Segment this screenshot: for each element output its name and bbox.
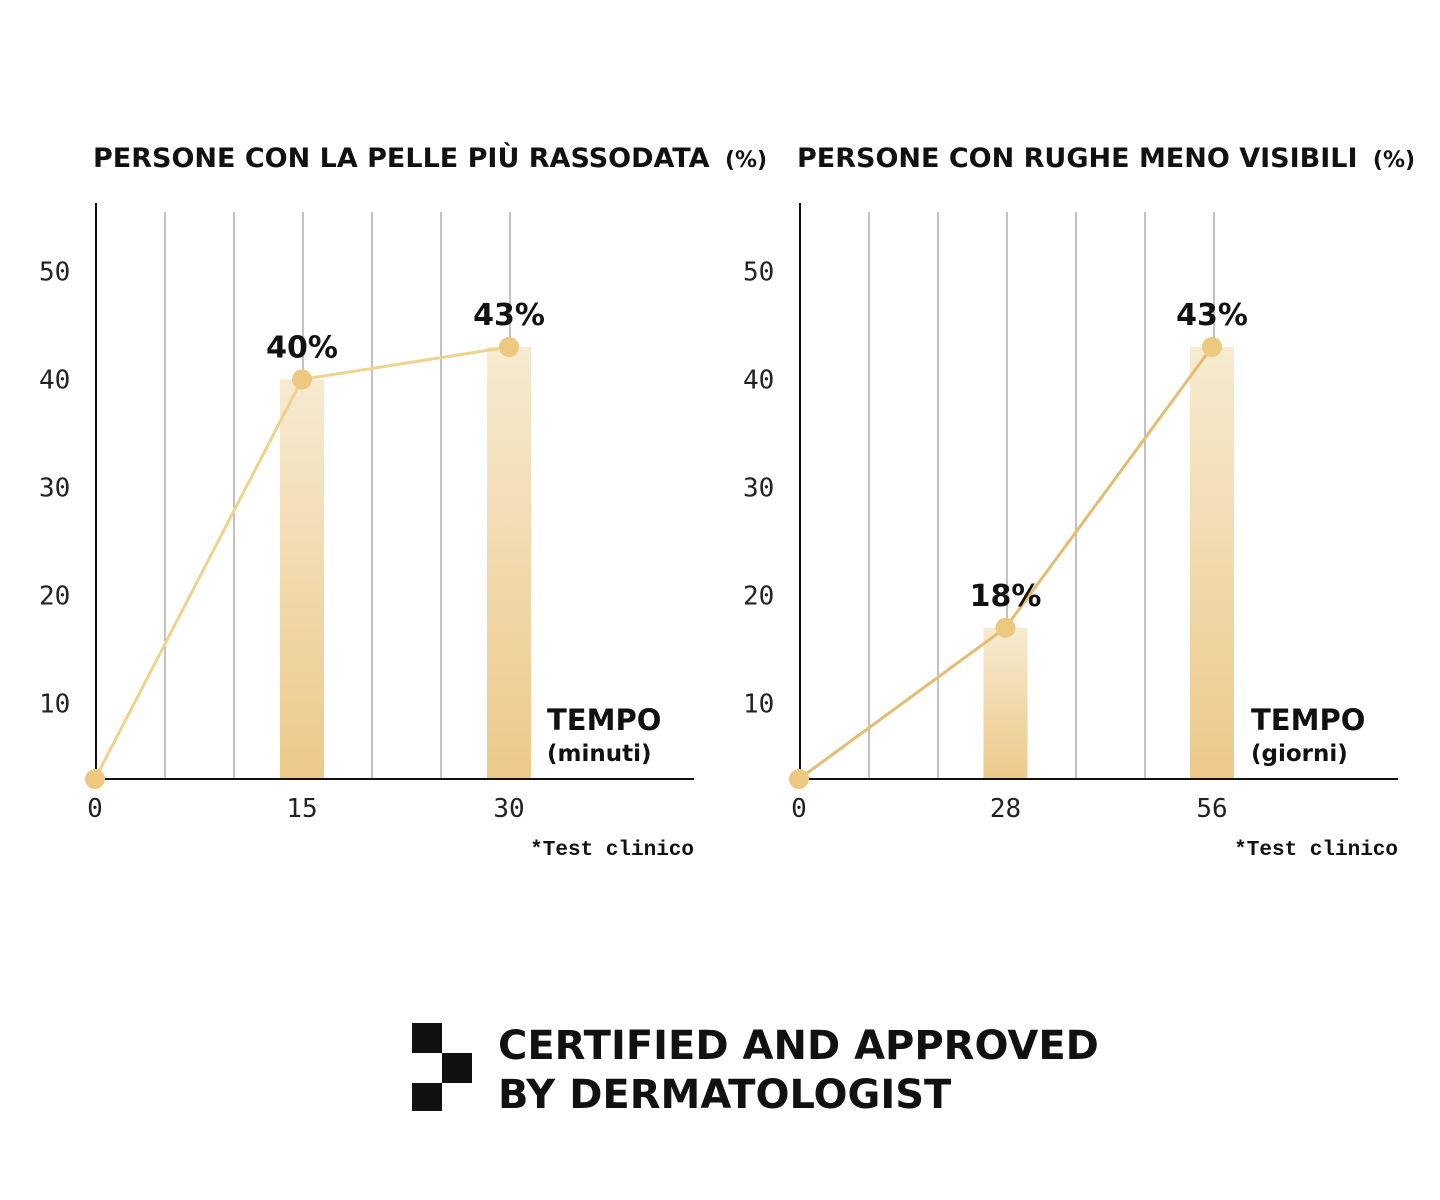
chart-2-title-text: PERSONE CON RUGHE MENO VISIBILI	[797, 143, 1358, 174]
chart-1-data-labels: 40% 43%	[266, 298, 545, 365]
data-point	[995, 617, 1016, 638]
data-point	[499, 337, 519, 357]
x-tick-label: 28	[990, 794, 1021, 824]
chart-2-x-ticks: 0 28 56	[791, 794, 1227, 824]
chart-1-title-text: PERSONE CON LA PELLE PIÙ RASSODATA	[93, 142, 710, 174]
chart-2: PERSONE CON RUGHE MENO VISIBILI (%) 10 20…	[743, 143, 1415, 862]
y-tick-label: 30	[39, 473, 70, 503]
y-tick-label: 10	[743, 689, 774, 719]
bar	[280, 379, 324, 779]
chart-1-axes	[95, 203, 694, 780]
data-label: 40%	[266, 330, 338, 365]
checker-icon	[412, 1023, 472, 1111]
chart-2-bars	[983, 347, 1234, 779]
y-tick-label: 10	[39, 689, 70, 719]
certified-badge: CERTIFIED AND APPROVED BY DERMATOLOGIST	[412, 1023, 1099, 1118]
x-tick-label: 56	[1196, 794, 1227, 824]
x-tick-label: 15	[286, 794, 317, 824]
chart-1-note: *Test clinico	[530, 839, 694, 862]
y-tick-label: 20	[39, 581, 70, 611]
chart-2-note: *Test clinico	[1234, 839, 1398, 862]
chart-1-title: PERSONE CON LA PELLE PIÙ RASSODATA (%)	[93, 142, 767, 174]
x-tick-label: 0	[87, 794, 103, 824]
chart-1: PERSONE CON LA PELLE PIÙ RASSODATA (%) 1…	[39, 142, 767, 862]
chart-2-data-labels: 18% 43%	[970, 298, 1248, 614]
data-point	[292, 369, 312, 390]
data-point	[1202, 337, 1222, 357]
chart-2-y-ticks: 10 20 30 40 50	[743, 257, 774, 719]
chart-1-title-unit: (%)	[725, 148, 767, 173]
y-tick-label: 50	[39, 257, 70, 287]
x-tick-label: 0	[791, 794, 807, 824]
data-point	[789, 769, 809, 789]
y-tick-label: 20	[743, 581, 774, 611]
y-tick-label: 50	[743, 257, 774, 287]
chart-1-x-ticks: 0 15 30	[87, 794, 524, 824]
chart-2-axes	[799, 203, 1398, 780]
data-point	[85, 769, 105, 789]
badge-line-1: CERTIFIED AND APPROVED	[498, 1023, 1099, 1069]
chart-1-xlabel-unit: (minuti)	[547, 741, 652, 767]
badge-line-2: BY DERMATOLOGIST	[498, 1072, 952, 1118]
y-tick-label: 40	[743, 365, 774, 395]
chart-2-title: PERSONE CON RUGHE MENO VISIBILI (%)	[797, 143, 1415, 174]
chart-1-y-ticks: 10 20 30 40 50	[39, 257, 70, 719]
chart-2-xlabel: TEMPO	[1251, 703, 1365, 737]
data-label: 18%	[970, 579, 1042, 614]
chart-2-title-unit: (%)	[1373, 148, 1415, 173]
chart-1-line	[85, 337, 519, 789]
y-tick-label: 40	[39, 365, 70, 395]
y-tick-label: 30	[743, 473, 774, 503]
bar	[983, 627, 1028, 779]
chart-1-bars	[280, 347, 531, 779]
chart-1-grid	[164, 212, 511, 779]
bar	[487, 347, 531, 779]
x-tick-label: 30	[493, 794, 524, 824]
chart-2-xlabel-unit: (giorni)	[1251, 741, 1348, 767]
chart-2-grid	[868, 212, 1215, 779]
bar	[1190, 347, 1234, 779]
data-label: 43%	[473, 298, 545, 333]
data-label: 43%	[1176, 298, 1248, 333]
chart-1-xlabel: TEMPO	[547, 703, 661, 737]
chart-2-line	[789, 337, 1222, 789]
